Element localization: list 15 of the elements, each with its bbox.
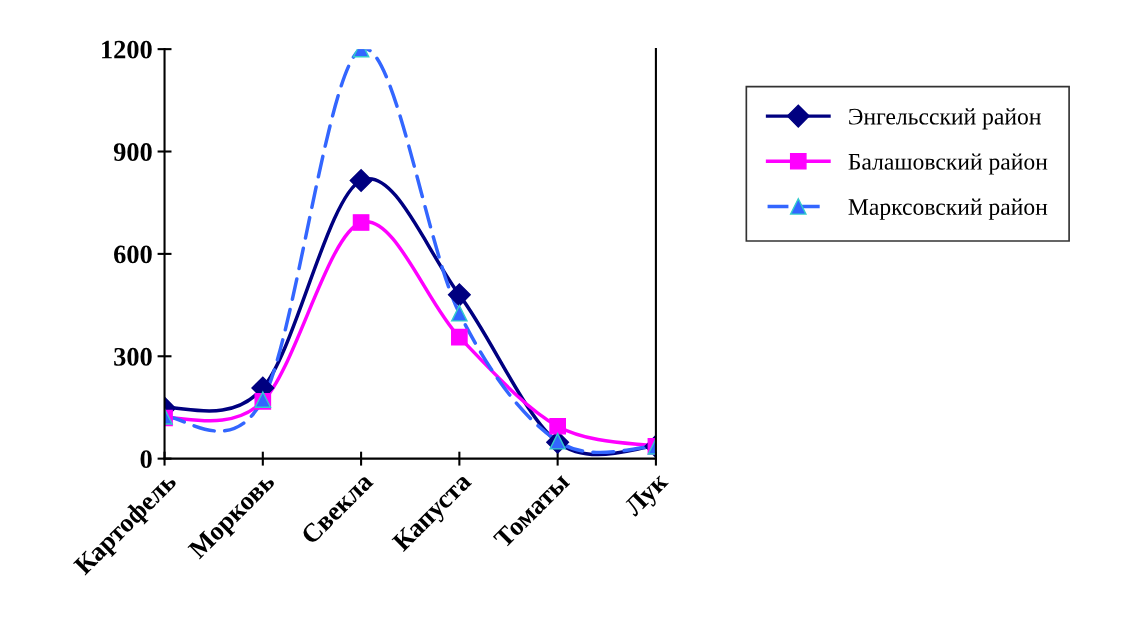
legend-label: Энгельсский район <box>849 108 1041 130</box>
point <box>451 328 468 346</box>
y-tick-label: 300 <box>114 347 152 366</box>
legend-label: Марксовский район <box>848 198 1048 220</box>
x-tick-label: Лук <box>623 471 673 521</box>
point <box>352 214 370 231</box>
point <box>451 304 468 322</box>
y-tick-label: 600 <box>114 245 152 264</box>
point <box>447 283 471 307</box>
y-tick-label: 900 <box>113 143 152 161</box>
point <box>349 169 373 193</box>
y-tick-label: 1200 <box>102 40 152 59</box>
y-tick-label: 0 <box>140 450 152 469</box>
point <box>549 417 566 435</box>
legend-label: Балашовский район <box>848 153 1048 175</box>
